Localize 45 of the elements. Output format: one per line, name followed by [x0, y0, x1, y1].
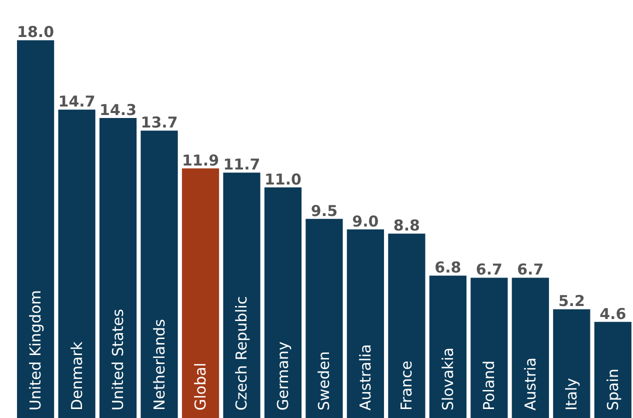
- x-tick-label: Italy: [562, 378, 581, 410]
- bar: [182, 168, 220, 418]
- data-label: 6.7: [517, 260, 544, 279]
- bar: [470, 278, 508, 418]
- x-tick-label: Slovakia: [438, 348, 457, 410]
- x-tick-label: Denmark: [68, 341, 86, 410]
- data-label: 11.9: [182, 151, 220, 170]
- bar: [99, 118, 137, 418]
- bar: [140, 130, 178, 418]
- x-tick-label: Global: [192, 362, 210, 410]
- bar: [16, 40, 54, 418]
- data-label: 4.6: [600, 304, 626, 323]
- x-tick-label: Netherlands: [150, 318, 168, 410]
- x-tick-label: Czech Republic: [232, 296, 251, 410]
- bar: [264, 187, 302, 418]
- data-label: 6.8: [434, 258, 462, 277]
- data-label: 14.7: [58, 92, 96, 111]
- x-tick-label: Sweden: [315, 351, 334, 410]
- x-tick-label: Spain: [604, 368, 622, 410]
- x-tick-label: United Kingdom: [26, 290, 45, 410]
- data-label: 9.0: [352, 212, 379, 230]
- data-label: 5.2: [558, 292, 585, 310]
- bar: [429, 276, 466, 418]
- data-label: 18.0: [17, 23, 54, 42]
- bar: [512, 278, 549, 418]
- x-tick-label: Austria: [521, 358, 540, 410]
- bar: [553, 309, 590, 418]
- data-label: 14.3: [100, 100, 137, 119]
- x-tick-label: United States: [109, 308, 128, 410]
- data-label: 11.7: [223, 156, 260, 174]
- data-label: 8.8: [393, 216, 420, 235]
- data-label: 9.5: [310, 202, 338, 220]
- bar: [388, 234, 426, 418]
- x-tick-label: France: [398, 360, 416, 410]
- bar: [594, 322, 632, 418]
- bar: [306, 218, 343, 418]
- data-label: 13.7: [140, 114, 178, 132]
- data-label: 6.7: [476, 260, 502, 279]
- x-tick-label: Australia: [356, 344, 374, 410]
- x-tick-label: Poland: [480, 360, 498, 410]
- bar: [223, 172, 260, 418]
- bar: [346, 229, 384, 418]
- x-tick-label: Germany: [274, 341, 292, 410]
- bar: [58, 110, 96, 418]
- data-label: 11.0: [264, 170, 302, 188]
